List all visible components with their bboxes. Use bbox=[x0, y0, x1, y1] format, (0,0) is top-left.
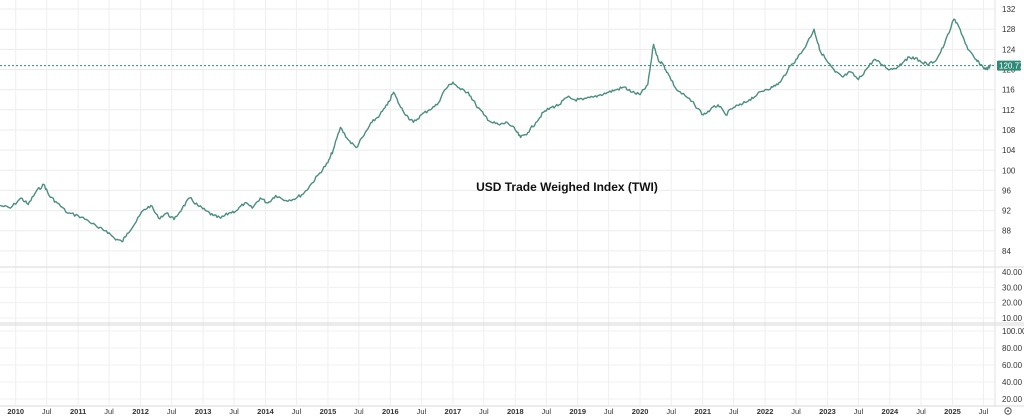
x-tick-label: 2025 bbox=[944, 407, 961, 416]
pane-separators bbox=[0, 0, 1024, 407]
x-tick-label: Jul bbox=[666, 407, 676, 416]
pane-tick-label: 80.00 bbox=[1002, 344, 1023, 353]
y-tick-label: 96 bbox=[1002, 186, 1011, 195]
last-value-label: 120.77 bbox=[999, 62, 1024, 71]
pane-tick-label: 20.00 bbox=[1002, 395, 1023, 404]
x-tick-label: 2011 bbox=[70, 407, 86, 416]
x-tick-label: Jul bbox=[354, 407, 364, 416]
x-tick-label: Jul bbox=[229, 407, 239, 416]
x-tick-label: 2014 bbox=[257, 407, 275, 416]
y-axis-ticks: 84889296100104108112116120124128132 bbox=[1002, 5, 1016, 256]
x-tick-label: Jul bbox=[292, 407, 302, 416]
pane-tick-label: 30.00 bbox=[1002, 283, 1023, 292]
y-tick-label: 100 bbox=[1002, 166, 1016, 175]
grid-lines bbox=[0, 0, 994, 405]
y-tick-label: 116 bbox=[1002, 86, 1015, 95]
y-tick-label: 132 bbox=[1002, 5, 1016, 14]
x-tick-label: 2019 bbox=[569, 407, 586, 416]
x-tick-label: Jul bbox=[854, 407, 864, 416]
x-tick-label: 2022 bbox=[757, 407, 774, 416]
x-tick-label: 2017 bbox=[445, 407, 462, 416]
x-tick-label: 2010 bbox=[7, 407, 24, 416]
x-tick-label: Jul bbox=[604, 407, 614, 416]
x-tick-label: 2020 bbox=[632, 407, 649, 416]
pane-tick-label: 40.00 bbox=[1002, 378, 1023, 387]
pane-1-axis-ticks: 40.00 30.00 20.00 10.00 bbox=[1002, 268, 1023, 323]
x-tick-label: 2016 bbox=[382, 407, 399, 416]
x-tick-label: Jul bbox=[479, 407, 489, 416]
pane-tick-label: 10.00 bbox=[1002, 314, 1023, 323]
x-tick-label: Jul bbox=[979, 407, 989, 416]
x-tick-label: 2023 bbox=[819, 407, 836, 416]
x-tick-label: Jul bbox=[104, 407, 114, 416]
chart-title: USD Trade Weighed Index (TWI) bbox=[476, 180, 658, 194]
x-tick-label: Jul bbox=[791, 407, 801, 416]
y-tick-label: 84 bbox=[1002, 247, 1011, 256]
x-tick-label: Jul bbox=[729, 407, 739, 416]
x-tick-label: Jul bbox=[541, 407, 551, 416]
settings-gear-icon[interactable] bbox=[1004, 407, 1012, 415]
x-tick-label: 2012 bbox=[132, 407, 149, 416]
x-tick-label: Jul bbox=[417, 407, 427, 416]
y-tick-label: 108 bbox=[1002, 126, 1016, 135]
x-tick-label: 2021 bbox=[694, 407, 711, 416]
y-tick-label: 112 bbox=[1002, 106, 1015, 115]
x-tick-label: Jul bbox=[42, 407, 52, 416]
pane-tick-label: 20.00 bbox=[1002, 299, 1023, 308]
series-line bbox=[0, 18, 992, 243]
pane-tick-label: 100.00 bbox=[1002, 327, 1024, 336]
y-tick-label: 104 bbox=[1002, 146, 1016, 155]
y-tick-label: 128 bbox=[1002, 25, 1016, 34]
y-tick-label: 88 bbox=[1002, 227, 1011, 236]
y-tick-label: 124 bbox=[1002, 45, 1016, 54]
pane-2-axis-ticks: 100.00 80.00 60.00 40.00 20.00 bbox=[1002, 327, 1024, 404]
x-tick-label: 2015 bbox=[320, 407, 337, 416]
x-tick-label: 2013 bbox=[195, 407, 212, 416]
last-value-badge bbox=[997, 60, 1021, 71]
x-axis-ticks: 2010 Jul 2011 Jul 2012 Jul 2013 Jul 2014 Jul 2015 J… bbox=[7, 407, 988, 416]
x-tick-label: Jul bbox=[916, 407, 926, 416]
x-tick-label: 2024 bbox=[882, 407, 900, 416]
pane-tick-label: 60.00 bbox=[1002, 361, 1023, 370]
x-tick-label: 2018 bbox=[507, 407, 524, 416]
y-tick-label: 92 bbox=[1002, 207, 1011, 216]
x-tick-label: Jul bbox=[167, 407, 177, 416]
last-value-tag: 120.77 bbox=[997, 60, 1024, 71]
pane-tick-label: 40.00 bbox=[1002, 268, 1023, 277]
